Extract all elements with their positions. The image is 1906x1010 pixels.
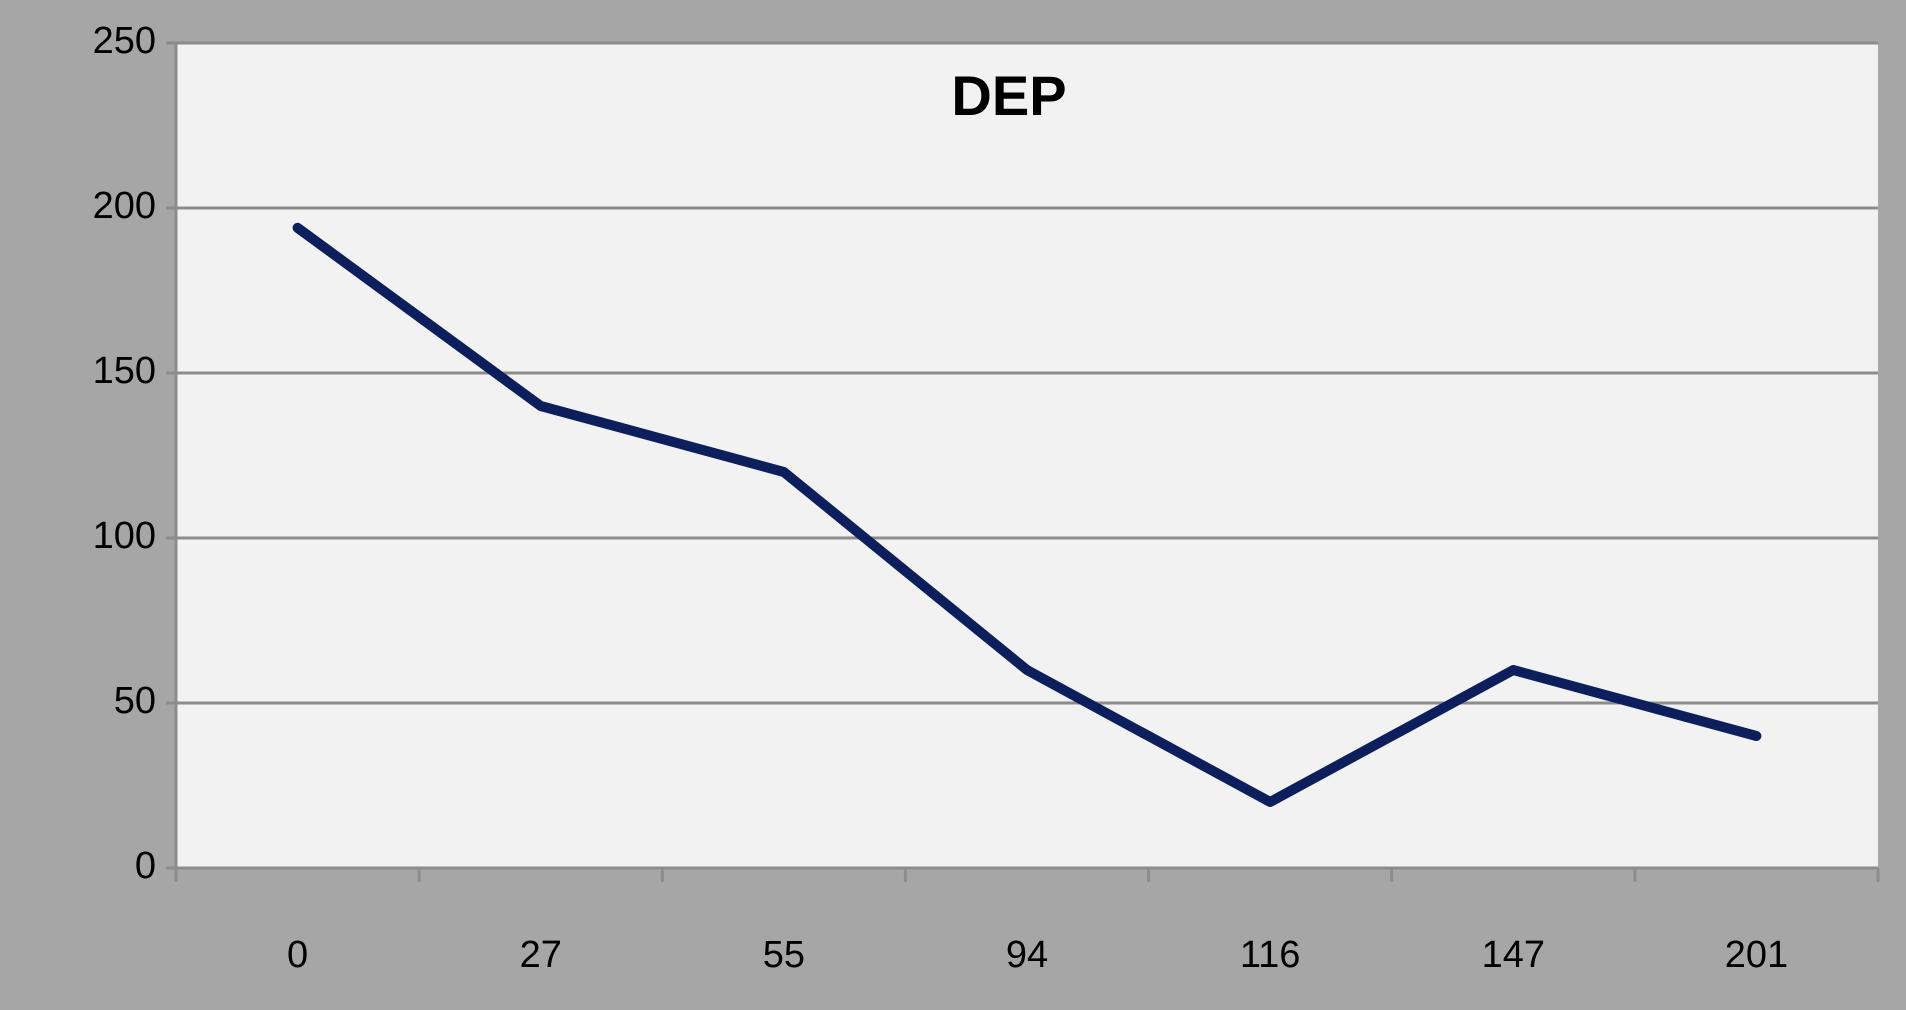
plot-area xyxy=(176,43,1878,868)
y-tick-label: 100 xyxy=(93,515,156,557)
x-tick-label: 0 xyxy=(287,934,308,976)
y-tick-label: 50 xyxy=(114,680,156,722)
x-tick-label: 27 xyxy=(520,934,562,976)
y-tick-label: 250 xyxy=(93,20,156,62)
x-tick-label: 94 xyxy=(1006,934,1048,976)
x-tick-label: 55 xyxy=(763,934,805,976)
y-tick-label: 200 xyxy=(93,185,156,227)
data-line xyxy=(292,222,1762,807)
y-tick-label: 0 xyxy=(135,845,156,887)
y-tick-label: 150 xyxy=(93,350,156,392)
x-tick-label: 147 xyxy=(1482,934,1545,976)
x-tick-label: 116 xyxy=(1240,934,1301,976)
chart-title: DEP xyxy=(951,64,1066,127)
x-tick-label: 201 xyxy=(1725,934,1788,976)
